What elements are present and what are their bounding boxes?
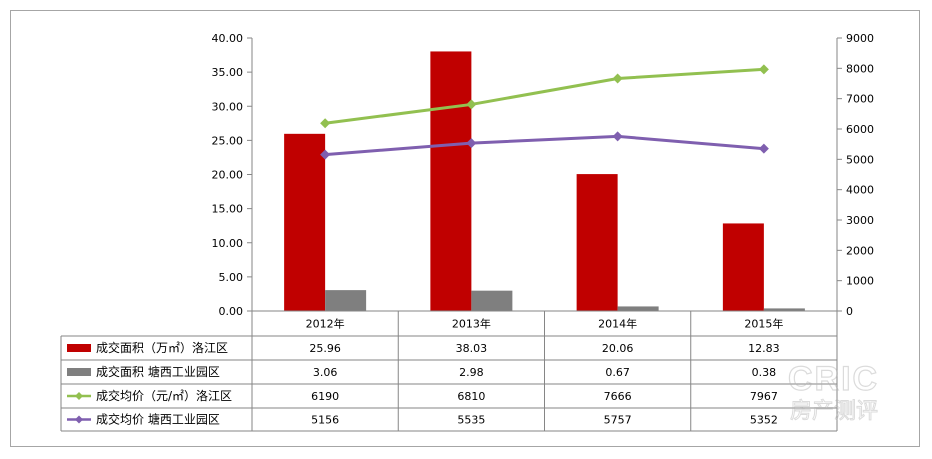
legend-key-marker-3 bbox=[75, 415, 83, 424]
bar-luojiang-0 bbox=[284, 133, 326, 311]
data-cell-0-2: 20.06 bbox=[602, 342, 634, 355]
right-tick-label: 6000 bbox=[846, 123, 874, 136]
left-tick-label: 15.00 bbox=[212, 203, 244, 216]
data-cell-0-1: 38.03 bbox=[456, 342, 488, 355]
right-tick-label: 4000 bbox=[846, 184, 874, 197]
combo-chart: 0.00 5.00 10.00 15.00 20.00 25.00 30.00 35.00 40… bbox=[60, 32, 874, 432]
bar-tangxi-3 bbox=[763, 308, 805, 311]
series-label-2: 成交均价（元/㎡）洛江区 bbox=[96, 388, 232, 403]
bar-tangxi-1 bbox=[471, 290, 513, 311]
data-cell-3-1: 5535 bbox=[457, 414, 485, 427]
data-cell-3-0: 5156 bbox=[311, 414, 339, 427]
data-cell-1-3: 0.38 bbox=[752, 366, 777, 379]
price-point-luojiang-0 bbox=[320, 118, 331, 129]
right-tick-label: 5000 bbox=[846, 153, 874, 166]
data-cell-2-3: 7967 bbox=[750, 390, 778, 403]
price-point-tangxi-1 bbox=[466, 138, 477, 149]
category-label-1: 2013年 bbox=[452, 317, 491, 331]
data-cell-2-1: 6810 bbox=[457, 390, 485, 403]
category-label-3: 2015年 bbox=[744, 317, 783, 331]
data-cell-3-3: 5352 bbox=[750, 414, 778, 427]
cric-watermark: CRIC 房产测评 bbox=[784, 356, 904, 426]
left-tick-label: 10.00 bbox=[212, 237, 244, 250]
data-cell-0-3: 12.83 bbox=[748, 342, 780, 355]
right-tick-label: 0 bbox=[846, 305, 853, 318]
price-point-luojiang-2 bbox=[612, 73, 623, 84]
right-tick-label: 3000 bbox=[846, 214, 874, 227]
price-line-luojiang bbox=[324, 67, 764, 125]
price-point-luojiang-3 bbox=[758, 64, 769, 75]
left-tick-label: 30.00 bbox=[212, 100, 244, 113]
price-point-luojiang-1 bbox=[466, 99, 477, 110]
left-tick-label: 40.00 bbox=[212, 32, 244, 45]
right-tick-label: 9000 bbox=[846, 32, 874, 45]
series-label-0: 成交面积（万㎡）洛江区 bbox=[96, 340, 228, 355]
data-cell-2-2: 7666 bbox=[604, 390, 632, 403]
right-tick-label: 1000 bbox=[846, 275, 874, 288]
category-label-0: 2012年 bbox=[306, 317, 345, 331]
category-label-2: 2014年 bbox=[598, 317, 637, 331]
left-tick-label: 20.00 bbox=[212, 169, 244, 182]
data-cell-3-2: 5757 bbox=[604, 414, 632, 427]
series-label-1: 成交面积 塘西工业园区 bbox=[96, 364, 220, 379]
legend-key-1 bbox=[67, 368, 91, 376]
data-cell-2-0: 6190 bbox=[311, 390, 339, 403]
data-cell-1-0: 3.06 bbox=[313, 366, 338, 379]
bar-luojiang-1 bbox=[430, 51, 472, 311]
series-label-3: 成交均价 塘西工业园区 bbox=[96, 412, 220, 427]
right-tick-label: 7000 bbox=[846, 93, 874, 106]
chart-frame: 0.00 5.00 10.00 15.00 20.00 25.00 30.00 35.00 40… bbox=[10, 10, 920, 447]
price-point-tangxi-0 bbox=[320, 149, 331, 160]
right-tick-label: 2000 bbox=[846, 244, 874, 257]
watermark-line2: 房产测评 bbox=[790, 399, 878, 424]
price-point-tangxi-3 bbox=[758, 143, 769, 154]
left-tick-label: 25.00 bbox=[212, 134, 244, 147]
left-tick-label: 0.00 bbox=[219, 305, 244, 318]
legend-key-0 bbox=[67, 344, 91, 352]
legend-key-marker-2 bbox=[75, 392, 83, 400]
left-tick-label: 35.00 bbox=[212, 66, 244, 79]
price-point-tangxi-2 bbox=[612, 131, 623, 142]
price-line-tangxi bbox=[325, 134, 765, 157]
data-cell-1-2: 0.67 bbox=[605, 366, 630, 379]
bar-tangxi-0 bbox=[325, 290, 367, 311]
right-tick-label: 8000 bbox=[846, 62, 874, 75]
data-cell-0-0: 25.96 bbox=[309, 342, 341, 355]
left-tick-label: 5.00 bbox=[219, 271, 244, 284]
watermark-line1: CRIC bbox=[788, 360, 879, 398]
bar-luojiang-2 bbox=[576, 174, 618, 311]
bar-tangxi-2 bbox=[617, 306, 659, 311]
bar-luojiang-3 bbox=[722, 223, 764, 311]
data-cell-1-1: 2.98 bbox=[459, 366, 484, 379]
